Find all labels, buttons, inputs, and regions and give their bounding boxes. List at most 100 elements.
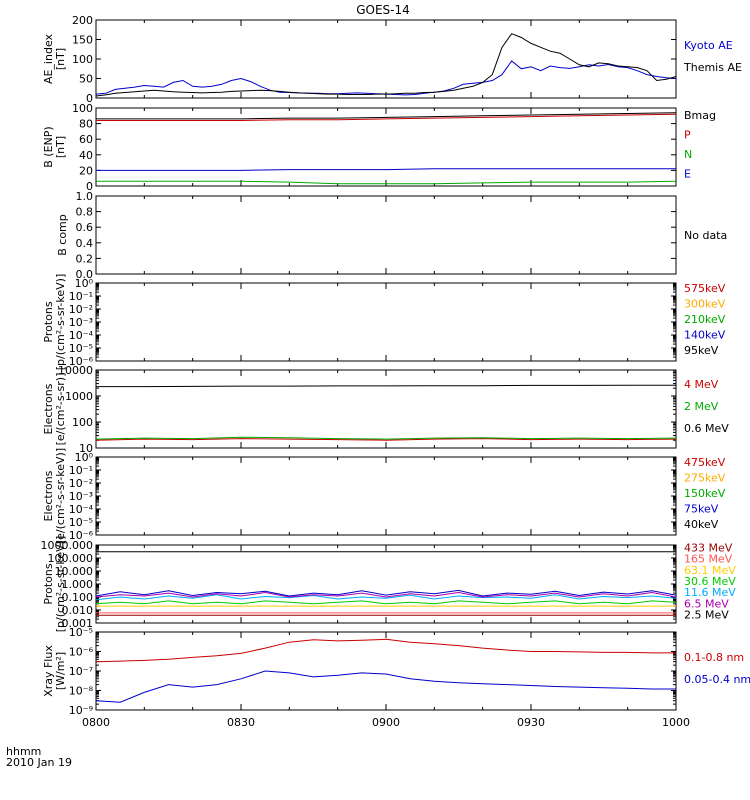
y-tick-label: 10⁻²	[69, 477, 93, 490]
y-tick-label: 10⁻²	[69, 303, 93, 316]
y-axis-label: [nT]	[54, 136, 67, 158]
y-tick-label: 60	[79, 133, 93, 146]
y-axis-label: [e/(cm²-s-sr-keV)]	[54, 448, 67, 544]
legend-entry: 2 MeV	[684, 400, 719, 413]
y-tick-label: 10⁻⁵	[69, 516, 93, 529]
legend-entry: 575keV	[684, 282, 726, 295]
panel-frame	[95, 107, 677, 187]
series-line-6-5-mev	[95, 591, 677, 598]
y-tick-label: 0	[86, 92, 93, 105]
legend-entry: 4 MeV	[684, 378, 719, 391]
series-line-11-6-mev	[95, 594, 677, 601]
y-axis-label: Xray Flux	[42, 645, 55, 697]
y-axis-label: Electrons	[42, 383, 55, 434]
legend-entry: 275keV	[684, 471, 726, 484]
y-tick-label: 10⁻¹	[69, 464, 93, 477]
x-tick-label: 0830	[227, 716, 255, 729]
y-tick-label: 20	[79, 164, 93, 177]
legend-entry: Kyoto AE	[684, 39, 733, 52]
time-axis-label: hhmm	[6, 745, 41, 758]
y-tick-label: 1000.000	[41, 539, 94, 552]
y-tick-label: 1.0	[76, 190, 94, 203]
x-tick-label: 0900	[372, 716, 400, 729]
legend-entry: 0.05-0.4 nm	[684, 673, 750, 686]
y-tick-label: 40	[79, 149, 93, 162]
panel-protons_epead: 0.0010.0100.1001.00010.000100.0001000.00…	[41, 536, 737, 633]
y-tick-label: 10⁻⁴	[69, 329, 94, 342]
series-line-30-6-mev	[95, 600, 677, 605]
y-tick-label: 0.6	[76, 221, 94, 234]
y-tick-label: 10⁻⁸	[69, 685, 94, 698]
panel-b_comp: 0.0 0.2 0.4 0.6 0.8 1.0 B comp No data	[56, 190, 727, 281]
y-tick-label: 0	[86, 180, 93, 193]
x-tick-label: 0800	[82, 716, 110, 729]
legend-entry: 300keV	[684, 297, 726, 310]
legend-entry: 475keV	[684, 456, 726, 469]
y-tick-label: 10⁻⁹	[69, 704, 93, 717]
y-tick-label: 10⁻⁵	[69, 342, 93, 355]
legend-entry: 30.6 MeV	[684, 575, 736, 588]
legend-entry: N	[684, 148, 692, 161]
y-tick-label: 10	[79, 442, 93, 455]
legend-entry: 433 MeV	[684, 542, 733, 555]
y-tick-label: 0.001	[62, 617, 94, 630]
y-tick-label: 100	[72, 416, 93, 429]
y-axis-label: [W/m²]	[54, 652, 67, 690]
series-line-bmag	[96, 112, 677, 120]
y-tick-label: 10⁰	[75, 451, 94, 464]
y-axis-label: [p/(cm²-s-sr-keV)]	[54, 274, 67, 371]
series-line-0-6-mev	[96, 384, 676, 388]
y-axis-label: B (ENP)	[42, 126, 55, 167]
legend-entry: Themis AE	[683, 61, 742, 74]
y-tick-label: 0.100	[62, 591, 94, 604]
y-tick-label: 80	[79, 118, 93, 131]
y-tick-label: 0.2	[76, 252, 94, 265]
series-line-kyoto-ae	[95, 60, 677, 96]
legend-entry: 2.5 MeV	[684, 608, 729, 621]
legend-entry: 0.1-0.8 nm	[684, 651, 744, 664]
series-line-0-1-0-8-nm	[95, 638, 676, 663]
y-axis-label: B comp	[56, 214, 69, 256]
y-tick-label: 10⁻⁶	[69, 355, 94, 368]
y-tick-label: 10⁻⁵	[69, 626, 93, 639]
panel-frame	[95, 369, 677, 449]
y-tick-label: 10⁻⁷	[69, 665, 93, 678]
series-line-4-mev	[95, 438, 677, 441]
y-tick-label: 0.8	[76, 206, 94, 219]
y-tick-label: 0.4	[76, 237, 94, 250]
time-axis: hhmm 2010 Jan 19 0800 0830 0900 0930 1000	[6, 716, 690, 769]
series-line-p	[96, 113, 677, 121]
y-tick-label: 100	[72, 53, 93, 66]
y-tick-label: 0.010	[62, 604, 94, 617]
y-axis-label: [nT]	[54, 48, 67, 70]
y-axis-label: Protons	[42, 301, 55, 342]
y-tick-label: 150	[72, 34, 93, 47]
panel-xray: 10⁻⁹ 10⁻⁸ 10⁻⁷ 10⁻⁶ 10⁻⁵ Xray Flux [W/m²] 0.1-0…	[42, 626, 750, 717]
y-tick-label: 10⁰	[75, 277, 94, 290]
legend-entry: 140keV	[684, 329, 726, 342]
y-tick-label: 0.0	[76, 268, 94, 281]
y-tick-label: 50	[79, 73, 93, 86]
y-tick-label: 10.000	[55, 565, 94, 578]
y-tick-label: 1.000	[62, 578, 94, 591]
panel-frame	[95, 282, 677, 362]
legend-entry: 210keV	[684, 313, 726, 326]
x-tick-label: 1000	[662, 716, 690, 729]
series-line-themis-ae	[95, 33, 677, 97]
legend-entry: 0.6 MeV	[684, 422, 729, 435]
legend-entry: E	[684, 167, 691, 180]
legend-entry: 95keV	[684, 344, 719, 357]
legend-entry: 75keV	[684, 503, 719, 516]
legend-entry: 150keV	[684, 487, 726, 500]
y-axis-label: Protons	[42, 563, 55, 604]
y-tick-label: 10000	[58, 364, 93, 377]
panel-frame	[95, 456, 677, 536]
y-tick-label: 10⁻⁴	[69, 503, 94, 516]
y-axis-label: [p/(cm²-s-sr-keV)]	[54, 536, 67, 633]
y-tick-label: 10⁻³	[69, 316, 93, 329]
panel-frame	[95, 544, 677, 624]
y-tick-label: 10⁻¹	[69, 290, 93, 303]
